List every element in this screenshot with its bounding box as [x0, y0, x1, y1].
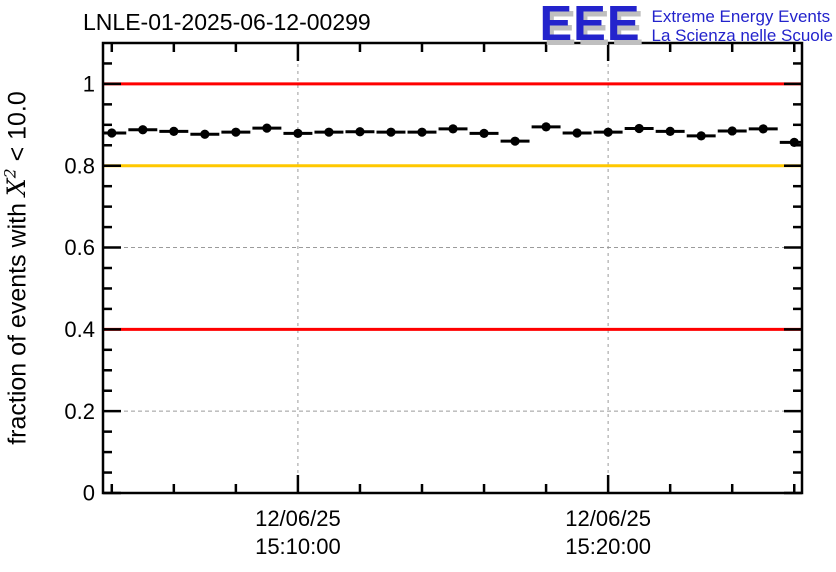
- eee-logo-line2: La Scienza nelle Scuole: [651, 26, 833, 45]
- plot-frame: [101, 41, 804, 495]
- y-tick-label: 1: [83, 72, 95, 97]
- x-tick-labels: 12/06/25 15:10:00 12/06/25 15:20:00: [255, 506, 651, 559]
- eee-logo-line1: Extreme Energy Events: [651, 7, 831, 26]
- y-tick-label: 0.4: [64, 317, 95, 342]
- data-point: [634, 123, 644, 134]
- gridlines: [103, 43, 802, 493]
- y-tick-labels: 0 0.2 0.4 0.6 0.8 1: [64, 72, 95, 506]
- eee-logo-text: Extreme Energy Events La Scienza nelle S…: [652, 4, 833, 45]
- data-point: [665, 126, 675, 136]
- y-tick-label: 0.6: [64, 235, 95, 260]
- data-series: [103, 122, 802, 148]
- data-point: [479, 128, 489, 139]
- data-point: [572, 128, 582, 138]
- data-point: [355, 127, 365, 137]
- data-point: [324, 127, 334, 137]
- data-point: [603, 127, 613, 137]
- eee-logo-acronym: EEE: [539, 0, 641, 51]
- y-axis-title-prefix: fraction of events with: [3, 196, 32, 445]
- chi-symbol: X2: [2, 168, 32, 197]
- data-point: [448, 124, 458, 134]
- plot-title: LNLE-01-2025-06-12-00299: [83, 9, 371, 35]
- data-point: [386, 127, 396, 137]
- data-point: [138, 125, 148, 135]
- frame: [101, 41, 804, 495]
- data-point: [200, 129, 210, 139]
- axis-ticks: [103, 43, 802, 495]
- reference-lines: [103, 82, 802, 331]
- y-tick-label: 0: [83, 481, 95, 506]
- y-axis-title: fraction of events with X2 < 10.0: [2, 43, 38, 493]
- data-point: [696, 131, 706, 141]
- x-tick-label-time: 15:20:00: [565, 534, 651, 559]
- y-tick-label: 0.8: [64, 153, 95, 178]
- data-point: [262, 123, 272, 133]
- data-point: [510, 136, 520, 146]
- x-tick-label-time: 15:10:00: [255, 534, 341, 559]
- data-point: [293, 128, 303, 139]
- data-point: [727, 126, 737, 136]
- eee-logo: EEE Extreme Energy Events La Scienza nel…: [539, 0, 833, 51]
- data-point: [107, 128, 117, 138]
- y-tick-label: 0.2: [64, 399, 95, 424]
- data-point: [169, 126, 179, 136]
- data-point: [541, 122, 551, 132]
- data-point: [758, 124, 768, 134]
- data-point: [417, 127, 427, 137]
- data-point: [231, 127, 241, 137]
- x-tick-label-date: 12/06/25: [565, 506, 651, 531]
- data-point: [789, 137, 799, 148]
- y-axis-title-suffix: < 10.0: [3, 91, 32, 169]
- x-tick-label-date: 12/06/25: [255, 506, 341, 531]
